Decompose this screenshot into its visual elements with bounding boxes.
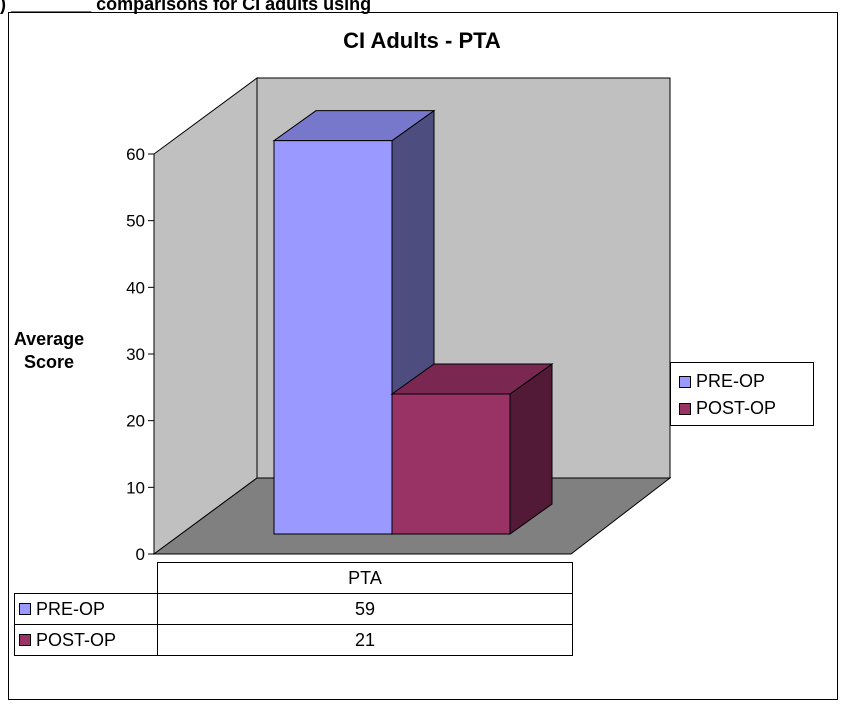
data-table-corner — [14, 562, 158, 594]
data-table-category: PTA — [157, 562, 573, 594]
legend-item-pre-op: PRE-OP — [679, 368, 813, 395]
y-axis-label: Average Score — [13, 329, 85, 372]
y-tick-label: 10 — [126, 478, 145, 497]
data-table-series-label: POST-OP — [14, 624, 158, 656]
y-tick-label: 0 — [136, 545, 145, 564]
legend: PRE-OP POST-OP — [670, 362, 814, 426]
y-tick-label: 20 — [126, 412, 145, 431]
legend-swatch-pre-op — [679, 375, 691, 388]
table-swatch-post-op — [19, 633, 31, 646]
data-table-value: 59 — [157, 593, 573, 625]
legend-label-post-op: POST-OP — [696, 398, 777, 418]
y-tick-label: 30 — [126, 345, 145, 364]
data-table-value: 21 — [157, 624, 573, 656]
data-table-row-post-op: POST-OP 21 — [14, 624, 573, 656]
legend-item-post-op: POST-OP — [679, 395, 813, 422]
data-table-series-label: PRE-OP — [14, 593, 158, 625]
bar-pre-op — [273, 140, 393, 535]
data-table-series-name: PRE-OP — [36, 598, 106, 619]
side-wall — [153, 77, 258, 555]
heading-rest: ) ________ comparisons for CI adults usi… — [0, 0, 372, 14]
data-table-header-row: PTA — [14, 562, 573, 594]
chart-title: CI Adults - PTA — [343, 28, 501, 53]
data-table-row-pre-op: PRE-OP 59 — [14, 593, 573, 625]
page-heading-fragment: ) ________ comparisons for CI adults usi… — [0, 0, 371, 15]
y-tick-label: 50 — [126, 212, 145, 231]
y-tick-label: 40 — [126, 278, 145, 297]
data-table-series-name: POST-OP — [36, 629, 117, 650]
legend-label-pre-op: PRE-OP — [696, 371, 766, 391]
bar-post-op — [391, 393, 511, 535]
y-tick-label: 60 — [126, 145, 145, 164]
legend-swatch-post-op — [679, 402, 691, 415]
data-table: PTA PRE-OP 59 POST-OP 21 — [14, 562, 573, 656]
table-swatch-pre-op — [19, 602, 31, 615]
